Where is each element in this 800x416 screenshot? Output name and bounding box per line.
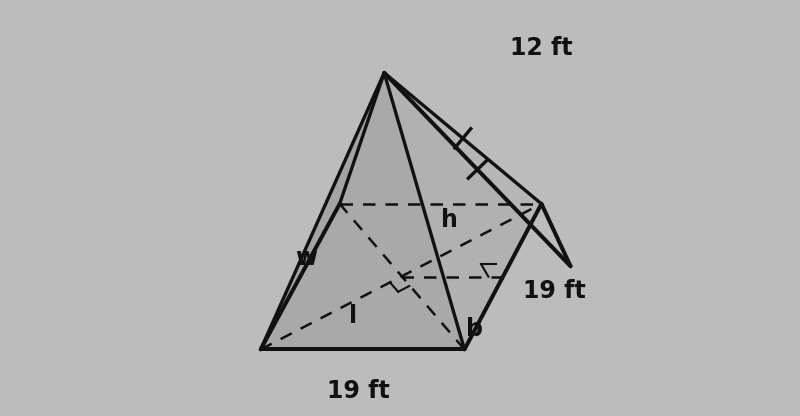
- Text: l: l: [350, 304, 358, 328]
- Text: h: h: [442, 208, 458, 233]
- Text: 19 ft: 19 ft: [522, 279, 586, 303]
- Polygon shape: [261, 73, 465, 349]
- Polygon shape: [384, 73, 570, 266]
- Text: w: w: [295, 246, 318, 270]
- Polygon shape: [261, 73, 384, 349]
- Text: 12 ft: 12 ft: [510, 36, 573, 60]
- Polygon shape: [384, 73, 542, 349]
- Text: b: b: [466, 317, 483, 341]
- Text: 19 ft: 19 ft: [327, 379, 390, 403]
